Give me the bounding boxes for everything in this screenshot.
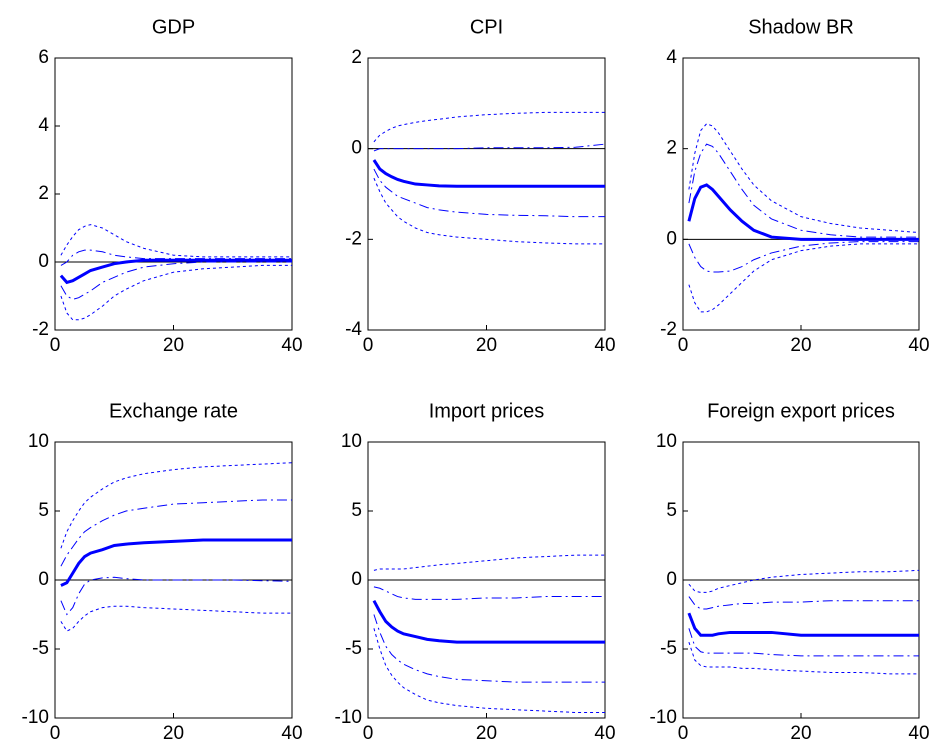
y-tick-label: 0 <box>666 569 677 590</box>
y-tick-label: -10 <box>22 707 49 728</box>
series-line <box>688 123 920 234</box>
series-line <box>60 249 292 266</box>
y-tick-label: -2 <box>660 319 677 340</box>
y-tick-label: 5 <box>351 500 362 521</box>
x-tick-label: 40 <box>594 335 615 356</box>
series-line <box>373 177 605 245</box>
series-line <box>688 243 919 313</box>
x-tick-label: 40 <box>281 723 302 744</box>
x-tick-label: 40 <box>908 723 929 744</box>
series-line <box>688 143 919 238</box>
series-line <box>373 111 605 143</box>
y-tick-label: -10 <box>335 707 362 728</box>
series-line <box>373 586 605 600</box>
series-line <box>373 143 606 152</box>
y-tick-label: 10 <box>656 431 677 452</box>
subplot-title: GDP <box>152 16 195 38</box>
x-tick-label: 0 <box>678 335 689 356</box>
series-line <box>688 641 919 675</box>
series-line <box>373 554 605 571</box>
y-tick-label: 5 <box>38 500 49 521</box>
x-tick-label: 20 <box>163 335 184 356</box>
x-tick-label: 20 <box>163 723 184 744</box>
y-tick-label: 2 <box>38 183 49 204</box>
y-tick-label: 4 <box>666 47 677 68</box>
series-line <box>688 596 919 610</box>
x-tick-label: 0 <box>50 335 61 356</box>
x-tick-label: 20 <box>476 723 497 744</box>
y-tick-label: 0 <box>38 569 49 590</box>
y-tick-label: 2 <box>666 138 677 159</box>
y-tick-label: 5 <box>666 500 677 521</box>
series-line <box>60 499 292 567</box>
series-line <box>373 168 605 218</box>
x-tick-label: 0 <box>363 335 374 356</box>
series-line <box>372 599 605 644</box>
plot-area <box>367 57 606 331</box>
y-tick-label: -5 <box>660 638 677 659</box>
series-line <box>687 183 919 241</box>
x-tick-label: 40 <box>281 335 302 356</box>
y-tick-label: 4 <box>38 115 49 136</box>
y-tick-label: 2 <box>351 47 362 68</box>
y-tick-label: 0 <box>38 251 49 272</box>
x-tick-label: 40 <box>594 723 615 744</box>
series-line <box>60 605 292 632</box>
series-line <box>687 612 919 637</box>
plot-area <box>54 57 293 331</box>
series-line <box>688 628 919 657</box>
y-tick-label: 0 <box>351 138 362 159</box>
subplot-title: Import prices <box>429 400 545 422</box>
x-tick-label: 20 <box>790 723 811 744</box>
subplot-title: Exchange rate <box>109 400 238 422</box>
x-tick-label: 40 <box>908 335 929 356</box>
series-line <box>372 159 605 188</box>
y-tick-label: -5 <box>345 638 362 659</box>
series-line <box>60 576 293 616</box>
y-tick-label: -2 <box>32 319 49 340</box>
series-line <box>59 258 292 285</box>
subplot-title: Foreign export prices <box>707 400 895 422</box>
series-line <box>60 224 292 258</box>
subplot-title: Shadow BR <box>748 16 854 38</box>
x-tick-label: 20 <box>790 335 811 356</box>
y-tick-label: 10 <box>28 431 49 452</box>
series-line <box>373 614 605 683</box>
series-line <box>60 261 292 300</box>
y-tick-label: -5 <box>32 638 49 659</box>
y-tick-label: 0 <box>351 569 362 590</box>
series-line <box>60 462 293 549</box>
y-tick-label: 6 <box>38 47 49 68</box>
plot-area <box>682 57 920 331</box>
series-line <box>60 538 292 587</box>
y-tick-label: 0 <box>666 228 677 249</box>
x-tick-label: 0 <box>678 723 689 744</box>
y-tick-label: -10 <box>650 707 677 728</box>
x-tick-label: 0 <box>50 723 61 744</box>
y-tick-label: 10 <box>341 431 362 452</box>
series-line <box>688 241 919 273</box>
series-line <box>373 628 605 713</box>
y-tick-label: -2 <box>345 228 362 249</box>
y-tick-label: -4 <box>345 319 362 340</box>
x-tick-label: 0 <box>363 723 374 744</box>
x-tick-label: 20 <box>476 335 497 356</box>
subplot-title: CPI <box>470 16 503 38</box>
